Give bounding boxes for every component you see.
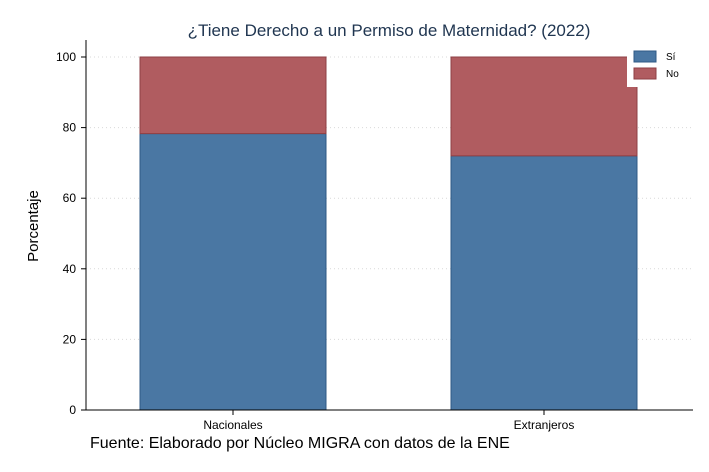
y-axis-ticks: 0 20 40 60 80 100 (56, 50, 86, 417)
source-note: Fuente: Elaborado por Núcleo MIGRA con d… (90, 435, 510, 452)
bar-si-1 (450, 155, 638, 411)
legend: Sí No (627, 45, 693, 87)
y-tick-label: 40 (63, 262, 77, 276)
chart-title: ¿Tiene Derecho a un Permiso de Maternida… (188, 21, 591, 40)
y-tick-label: 60 (63, 191, 77, 205)
bar-si-0 (139, 133, 327, 411)
legend-swatch (633, 67, 657, 80)
y-tick-label: 20 (63, 332, 77, 346)
y-tick-label: 80 (63, 121, 77, 135)
bars (139, 56, 638, 411)
y-axis-label: Porcentaje (25, 190, 42, 262)
x-tick-label: Extranjeros (514, 418, 575, 432)
y-tick-label: 0 (69, 403, 76, 417)
legend-swatch (633, 50, 657, 63)
y-tick-label: 100 (56, 50, 76, 64)
bar-no-0 (139, 56, 327, 135)
x-axis-ticks: Nacionales Extranjeros (203, 410, 574, 432)
legend-label: Sí (666, 52, 676, 63)
x-tick-label: Nacionales (203, 418, 262, 432)
bar-no-1 (450, 56, 638, 157)
legend-label: No (666, 69, 679, 80)
